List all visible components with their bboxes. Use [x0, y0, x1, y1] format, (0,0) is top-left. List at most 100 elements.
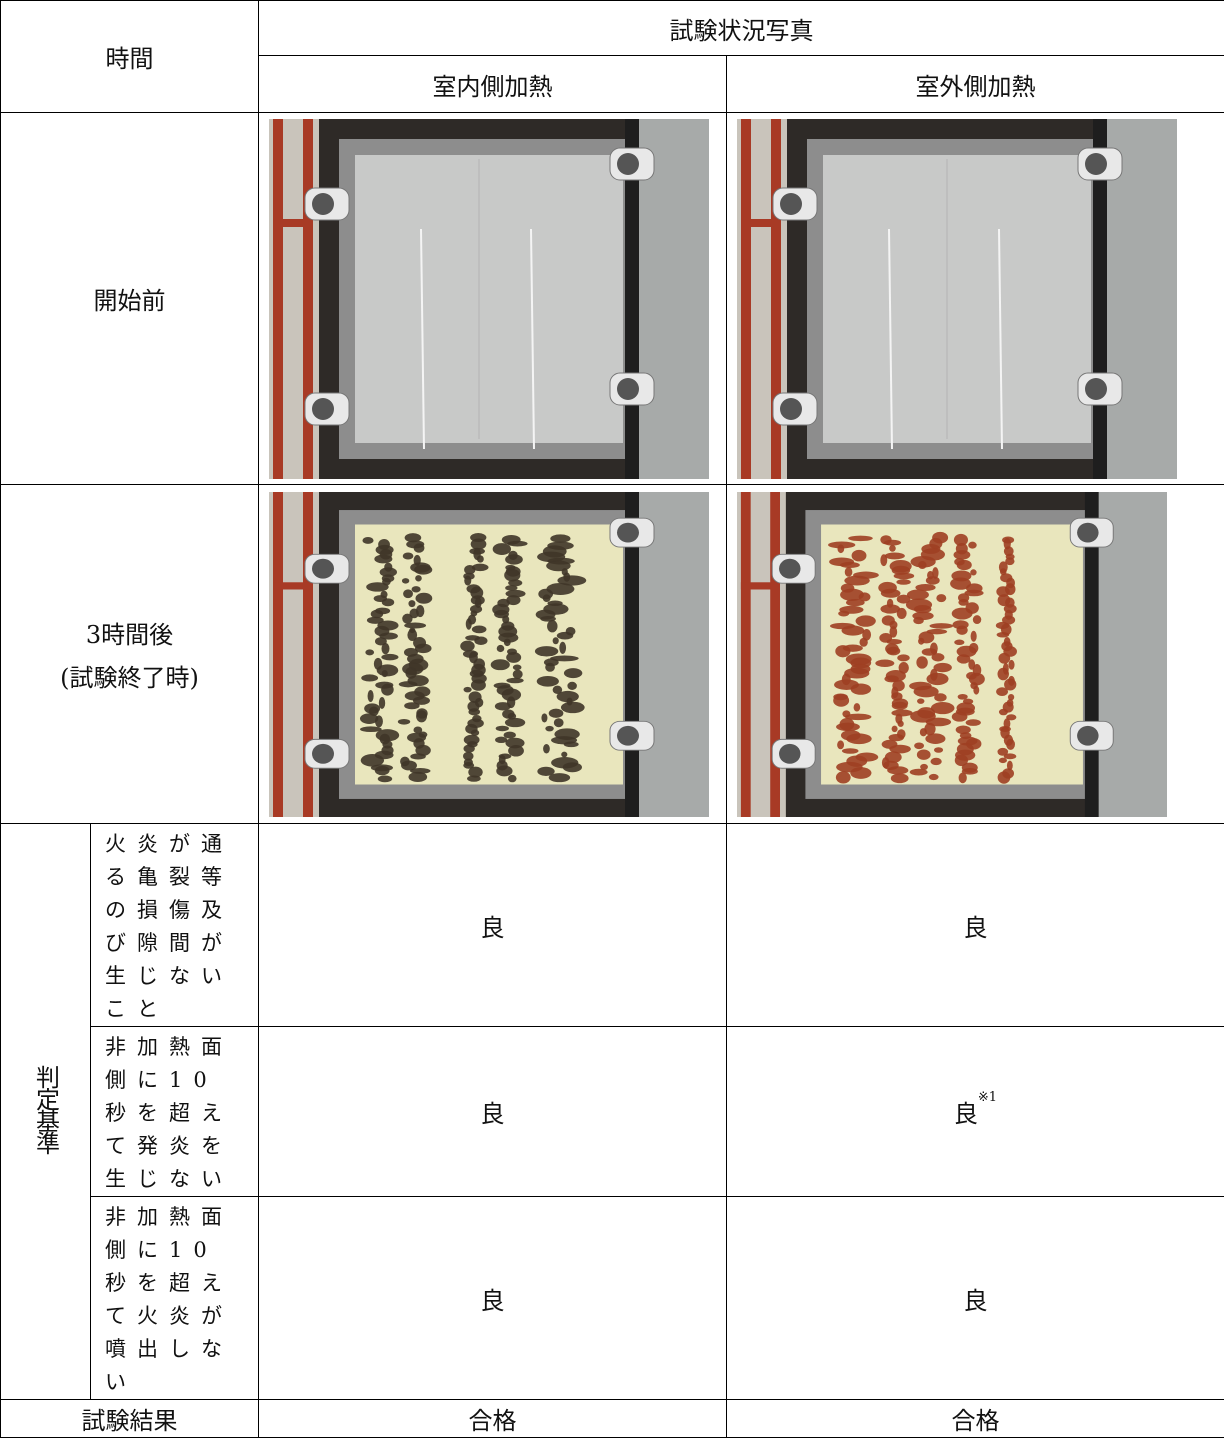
photo-detail	[770, 492, 780, 817]
photo-detail	[416, 710, 427, 722]
photo-detail	[997, 632, 1010, 637]
photo-detail	[959, 772, 967, 783]
photo-detail	[936, 594, 946, 602]
criteria-label: 判定基準	[34, 1065, 58, 1153]
photo-detail	[362, 536, 373, 543]
photo-detail	[846, 599, 865, 606]
photo-detail	[468, 708, 480, 715]
photo-detail	[926, 576, 940, 584]
photo-detail	[460, 640, 474, 651]
photo-detail	[408, 600, 415, 607]
photo-detail	[741, 492, 751, 817]
photo-detail	[464, 686, 472, 692]
photo-detail	[917, 698, 924, 703]
photo-detail	[466, 618, 472, 629]
photo-detail	[968, 541, 976, 548]
photo-detail	[741, 219, 781, 227]
photo-detail	[892, 701, 908, 709]
photo-cell	[727, 113, 1224, 485]
photo-detail	[842, 748, 859, 754]
photo-detail	[504, 731, 516, 738]
photo-detail	[312, 743, 334, 763]
photo-detail	[1085, 153, 1107, 175]
photo-detail	[823, 155, 1091, 443]
photo-detail	[892, 725, 898, 731]
photo-detail	[854, 703, 861, 711]
photo-detail	[365, 649, 374, 655]
row-label: 開始前	[1, 113, 259, 485]
photo-detail	[564, 741, 579, 747]
photo-detail	[557, 631, 573, 639]
photo-detail	[837, 740, 844, 749]
photo-detail	[837, 544, 844, 553]
photo-detail	[848, 535, 873, 541]
photo-detail	[505, 554, 523, 564]
row-label: 3時間後(試験終了時)	[1, 485, 259, 824]
photo-detail	[561, 751, 567, 757]
photo-cell	[259, 113, 727, 485]
photo-detail	[508, 745, 524, 756]
photo-detail	[415, 575, 422, 581]
photo-detail	[1085, 378, 1107, 400]
photo-detail	[918, 561, 926, 569]
photo-detail	[881, 588, 901, 597]
photo-cell	[259, 485, 727, 824]
photo-detail	[408, 771, 427, 781]
photo-detail	[998, 771, 1011, 783]
photo-detail	[403, 552, 414, 559]
photo-detail	[889, 544, 896, 551]
photo-detail	[934, 693, 946, 701]
photo-detail	[550, 534, 570, 542]
photo-detail	[414, 564, 432, 574]
photo-detail	[415, 592, 432, 603]
photo-detail	[472, 625, 487, 633]
photo-detail	[495, 736, 507, 742]
photo-detail	[859, 637, 867, 646]
photo-detail	[880, 554, 887, 566]
photo-detail	[312, 558, 334, 578]
header-photos: 試験状況写真	[259, 1, 1224, 56]
photo-detail	[897, 654, 909, 661]
photo-detail	[917, 749, 931, 759]
photo-detail	[952, 607, 973, 619]
photo-detail	[474, 636, 487, 645]
photo-detail	[836, 722, 860, 730]
photo-detail	[910, 768, 928, 775]
photo-detail	[497, 644, 505, 651]
photo-detail	[513, 669, 523, 678]
photo-detail	[537, 675, 559, 686]
photo-detail	[1006, 738, 1015, 749]
photo-detail	[885, 552, 905, 559]
photo-detail	[929, 623, 953, 629]
photo-detail	[508, 774, 517, 781]
photo-detail	[887, 766, 908, 774]
photo-detail	[366, 582, 388, 591]
criteria-label-cell: 判定基準	[1, 824, 91, 1400]
photo-detail	[886, 639, 902, 644]
photo-detail	[856, 615, 876, 626]
photo-detail	[897, 607, 907, 618]
photo-detail	[973, 615, 981, 624]
photo-detail	[378, 775, 392, 782]
photo-detail	[496, 725, 509, 731]
photo-detail	[368, 689, 374, 701]
photo-detail	[845, 567, 853, 576]
photo-detail	[958, 693, 968, 699]
result: 合格	[259, 1400, 727, 1438]
photo-detail	[835, 645, 850, 657]
photo-detail	[513, 664, 522, 670]
judgement: 良	[259, 1197, 727, 1400]
photo-detail	[957, 559, 972, 569]
photo-detail	[506, 651, 521, 662]
photo-detail	[543, 743, 550, 753]
photo-detail	[916, 656, 927, 668]
photo-detail	[375, 715, 383, 727]
photo-detail	[545, 725, 553, 731]
photo-detail	[375, 765, 390, 774]
photo-detail	[404, 622, 426, 628]
photo-detail	[382, 642, 390, 653]
photo-detail	[617, 378, 639, 400]
photo-detail	[896, 579, 910, 585]
photo-detail	[999, 708, 1008, 714]
